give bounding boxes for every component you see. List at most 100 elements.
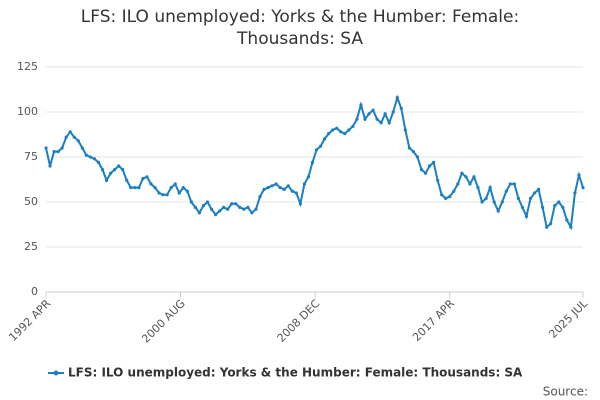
point xyxy=(117,164,121,168)
point xyxy=(230,202,234,206)
point xyxy=(113,168,117,172)
point xyxy=(109,171,113,175)
point xyxy=(557,200,561,204)
point xyxy=(427,164,432,168)
point xyxy=(484,196,488,200)
series-line xyxy=(45,94,584,231)
point xyxy=(129,186,133,190)
point xyxy=(318,144,323,148)
point xyxy=(80,146,84,150)
point xyxy=(157,191,161,195)
point xyxy=(165,193,169,197)
point xyxy=(504,189,508,193)
point xyxy=(153,186,157,190)
x-tick-label: 2000 AUG xyxy=(139,297,188,346)
point xyxy=(464,175,468,179)
point xyxy=(335,126,339,130)
point xyxy=(169,186,173,190)
y-tick-label: 100 xyxy=(17,105,38,118)
point xyxy=(193,205,197,209)
point xyxy=(278,186,282,190)
point xyxy=(415,155,420,159)
point xyxy=(327,132,331,136)
point xyxy=(226,207,230,211)
x-tick-label: 2017 APR xyxy=(410,297,457,344)
point xyxy=(274,182,278,186)
point xyxy=(476,186,480,190)
point xyxy=(569,225,573,229)
point xyxy=(209,207,214,211)
point xyxy=(52,150,56,154)
point xyxy=(520,205,525,209)
point xyxy=(403,128,407,132)
point xyxy=(407,146,411,150)
point xyxy=(161,193,165,197)
point xyxy=(238,205,242,209)
point xyxy=(541,205,545,209)
point xyxy=(149,182,153,186)
point xyxy=(92,157,97,161)
point xyxy=(266,186,270,190)
point xyxy=(306,175,311,179)
point xyxy=(290,189,294,193)
point xyxy=(480,200,484,204)
y-tick-label: 25 xyxy=(24,240,38,253)
point xyxy=(100,168,105,172)
point xyxy=(448,195,452,199)
y-tick-label: 0 xyxy=(31,285,38,298)
source: Source: xyxy=(543,385,588,399)
point xyxy=(440,193,444,197)
point xyxy=(205,200,210,204)
point xyxy=(496,209,500,213)
point xyxy=(185,189,189,193)
point xyxy=(500,200,504,204)
point xyxy=(197,211,202,215)
point xyxy=(181,186,185,190)
point xyxy=(262,187,266,191)
point xyxy=(339,130,343,134)
chart-title: LFS: ILO unemployed: Yorks & the Humber:… xyxy=(80,7,520,49)
x-tick-label: 2008 DEC xyxy=(275,297,323,345)
point xyxy=(294,191,298,195)
point xyxy=(282,187,286,191)
point xyxy=(387,121,391,125)
point xyxy=(399,106,403,110)
point xyxy=(391,110,395,114)
point xyxy=(553,204,557,208)
point xyxy=(351,124,355,128)
point xyxy=(242,207,246,211)
point xyxy=(573,191,577,195)
point xyxy=(456,182,460,186)
point xyxy=(125,178,129,182)
point xyxy=(250,211,254,215)
point xyxy=(452,189,456,193)
point xyxy=(379,121,383,125)
point xyxy=(347,128,351,132)
point xyxy=(411,150,416,154)
point xyxy=(286,184,290,188)
point xyxy=(436,178,440,182)
point xyxy=(88,155,93,159)
point xyxy=(218,209,222,213)
point xyxy=(581,186,585,190)
point xyxy=(60,146,64,150)
point xyxy=(137,186,141,190)
point xyxy=(444,196,448,200)
point xyxy=(355,117,359,121)
point xyxy=(96,160,101,164)
point xyxy=(254,207,258,211)
point xyxy=(302,182,307,186)
point xyxy=(189,200,193,204)
point xyxy=(468,182,472,186)
point xyxy=(173,182,177,186)
point xyxy=(395,96,399,100)
point xyxy=(565,218,569,222)
legend-marker xyxy=(53,370,59,376)
point xyxy=(234,202,238,206)
point xyxy=(577,173,581,177)
point xyxy=(48,164,52,168)
point xyxy=(488,186,492,190)
point xyxy=(258,195,262,199)
point xyxy=(472,175,476,179)
point xyxy=(314,148,319,152)
